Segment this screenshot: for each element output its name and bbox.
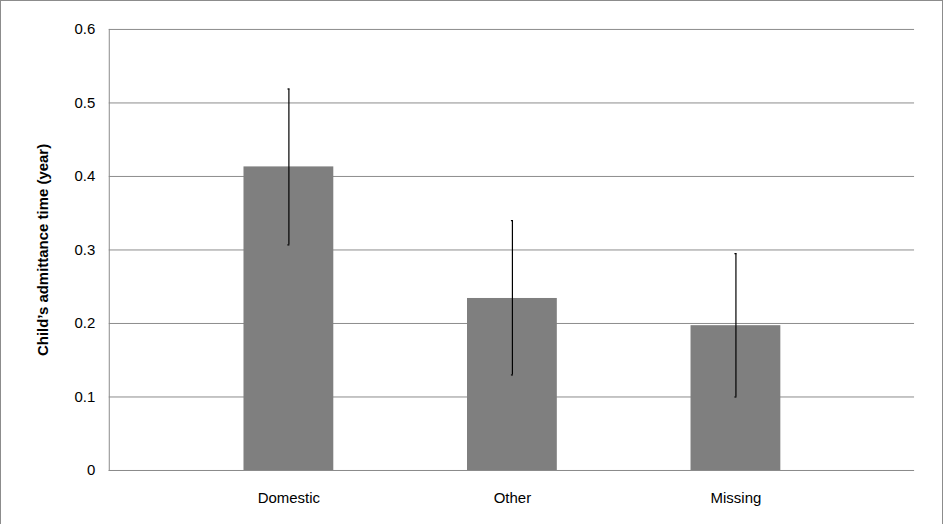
svg-text:0.1: 0.1	[75, 388, 96, 405]
svg-text:0.6: 0.6	[75, 20, 96, 37]
svg-text:0: 0	[87, 461, 95, 478]
svg-text:Missing: Missing	[711, 489, 762, 506]
svg-text:0.5: 0.5	[75, 94, 96, 111]
svg-text:Domestic: Domestic	[258, 489, 321, 506]
svg-text:0.4: 0.4	[75, 167, 96, 184]
svg-text:0.2: 0.2	[75, 314, 96, 331]
svg-text:Child’s admittance time (year): Child’s admittance time (year)	[34, 144, 51, 356]
svg-text:Other: Other	[494, 489, 531, 506]
svg-text:0.3: 0.3	[75, 241, 96, 258]
